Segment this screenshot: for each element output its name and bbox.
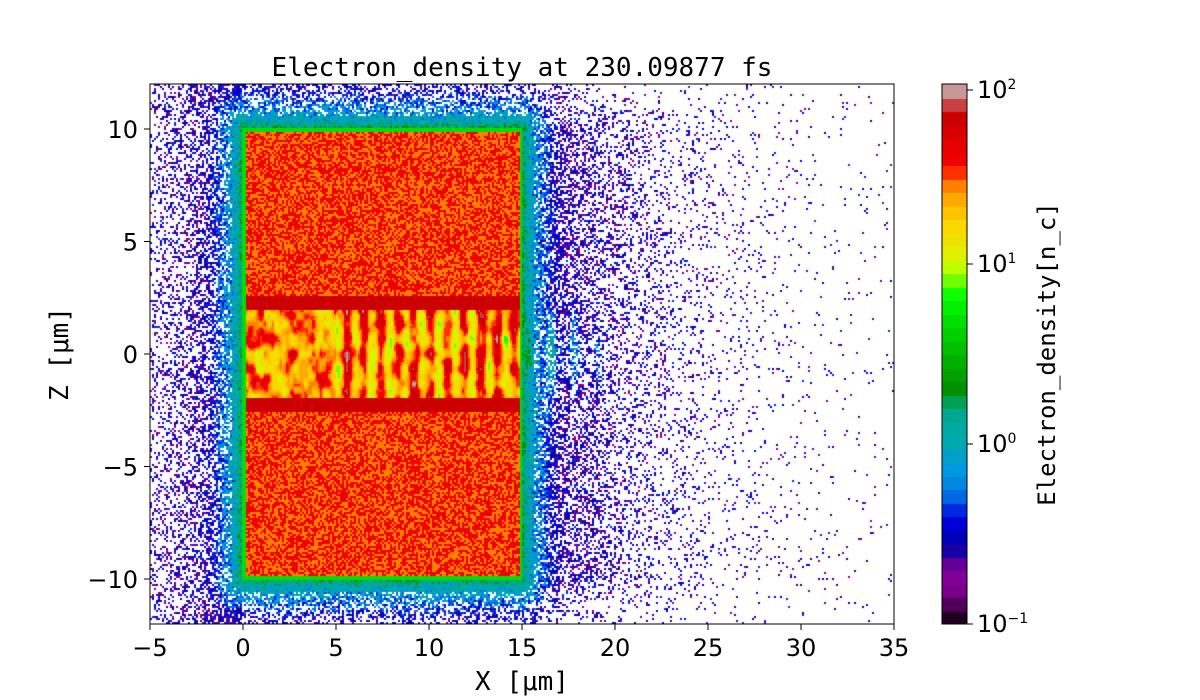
x-tick-label: 5 — [328, 634, 343, 662]
x-tick-label: −5 — [132, 634, 167, 662]
plot-frame — [149, 83, 895, 625]
y-tick-label: 10 — [107, 116, 138, 144]
colorbar-tick-label: 100 — [977, 430, 1016, 458]
x-tick-label: 15 — [507, 634, 538, 662]
x-tick-label: 0 — [235, 634, 250, 662]
y-tick-label: −5 — [103, 454, 138, 482]
x-axis-label: X [μm] — [475, 667, 569, 697]
x-tick-label: 20 — [600, 634, 631, 662]
x-ticks: −5 0 5 10 15 20 25 30 35 — [132, 624, 909, 662]
y-tick-label: 5 — [123, 229, 138, 257]
y-tick-label: −10 — [87, 566, 138, 594]
x-tick-label: 25 — [693, 634, 724, 662]
chart-title: Electron_density at 230.09877 fs — [272, 53, 773, 83]
x-tick-label: 10 — [414, 634, 445, 662]
density-heatmap — [150, 84, 894, 624]
x-tick-label: 35 — [879, 634, 910, 662]
y-tick-label: 0 — [123, 341, 138, 369]
colorbar — [942, 84, 967, 624]
x-tick-label: 30 — [786, 634, 817, 662]
y-ticks: −10 −5 0 5 10 — [87, 116, 150, 594]
y-axis-label: Z [μm] — [45, 307, 75, 401]
colorbar-label: Electron_density[n_c] — [1033, 202, 1061, 505]
colorbar-frame — [941, 83, 968, 625]
colorbar-tick-label: 101 — [977, 250, 1016, 278]
colorbar-tick-label: 102 — [977, 76, 1016, 104]
colorbar-ticks: 10−1 100 101 102 — [967, 76, 1028, 638]
colorbar-tick-label: 10−1 — [977, 610, 1028, 638]
